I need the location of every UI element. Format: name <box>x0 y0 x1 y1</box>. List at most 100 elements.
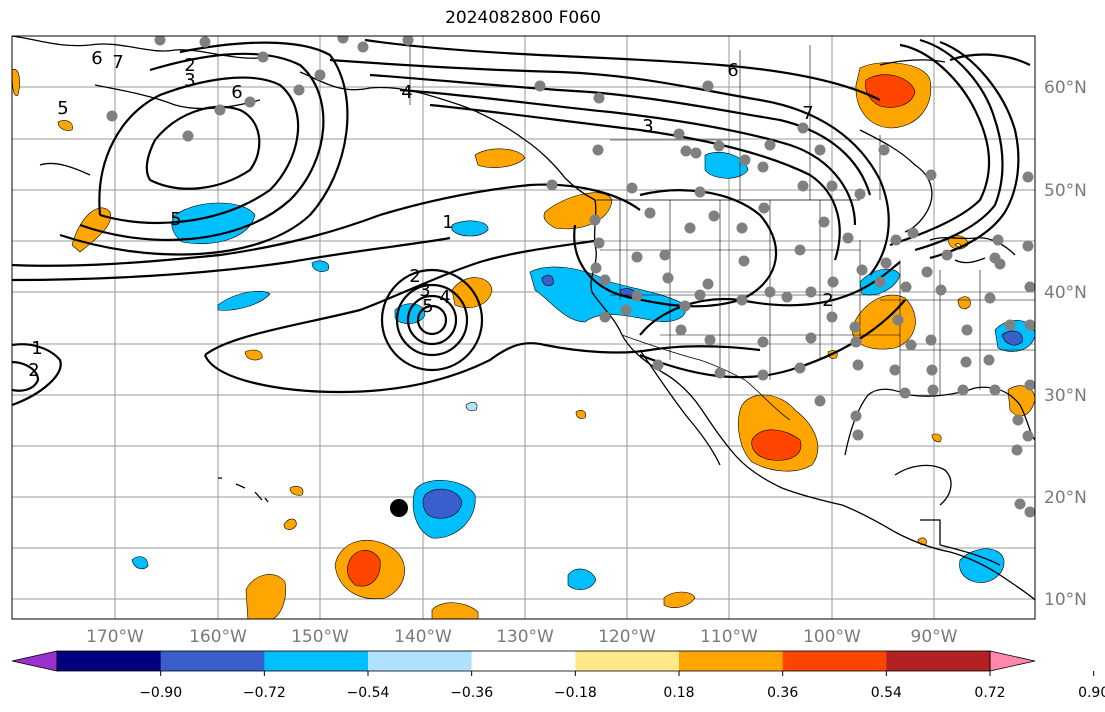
station-dot <box>593 92 605 104</box>
shade-positive <box>931 433 942 443</box>
station-dot <box>814 395 826 407</box>
station-dot <box>818 216 830 228</box>
station-dot <box>679 300 691 312</box>
station-dot <box>961 324 973 336</box>
station-dot <box>662 272 674 284</box>
station-dot <box>892 314 904 326</box>
colorbar-swatch <box>264 651 369 671</box>
shade-negative <box>704 151 749 179</box>
contour-label: 3 <box>419 280 430 301</box>
contour-label: 2 <box>409 266 420 287</box>
station-dot <box>702 80 714 92</box>
station-dot <box>534 80 546 92</box>
station-dot <box>1022 430 1034 442</box>
colorbar-swatch <box>886 651 991 671</box>
station-dot <box>680 145 692 157</box>
shade-positive <box>543 192 613 230</box>
map-frame <box>11 35 1036 620</box>
station-dot <box>739 154 751 166</box>
station-dot <box>856 264 868 276</box>
station-dot <box>631 251 643 263</box>
colorbar-extend-low <box>11 650 58 672</box>
station-dot <box>684 222 696 234</box>
colorbar-tick-label: 0.90 <box>1078 685 1105 701</box>
station-dot <box>757 369 769 381</box>
station-dot <box>589 214 601 226</box>
colorbar: −0.90 −0.72 −0.54 −0.36 −0.18 0.18 0.36 0.54 0.7… <box>11 650 1105 701</box>
station-dot <box>960 356 972 368</box>
station-dot <box>758 202 770 214</box>
contour-label: 1 <box>442 212 453 233</box>
station-dot <box>1024 379 1035 391</box>
contour-label: 7 <box>802 103 813 124</box>
station-dot <box>106 110 118 122</box>
station-dot <box>182 130 194 142</box>
station-dot <box>702 278 714 290</box>
longitude-label: 150°W <box>291 627 349 647</box>
colorbar-tick-label: −0.54 <box>347 685 390 701</box>
station-dot <box>764 139 776 151</box>
station-dot <box>1022 171 1034 183</box>
station-dot <box>708 210 720 222</box>
latitude-label: 10°N <box>1044 590 1087 610</box>
contour-label: 6 <box>727 60 738 81</box>
station-dot <box>989 384 1001 396</box>
station-dot <box>927 384 939 396</box>
latitude-label: 60°N <box>1044 78 1087 98</box>
contour-label: 2 <box>184 55 195 76</box>
station-dot <box>878 144 890 156</box>
station-dot <box>214 104 226 116</box>
contour-label: 2 <box>28 360 39 381</box>
station-dot <box>992 234 1004 246</box>
longitude-label: 100°W <box>803 627 861 647</box>
colorbar-tick-label: 0.36 <box>767 685 798 701</box>
longitude-label: 160°W <box>189 627 247 647</box>
contour-label: 6 <box>91 48 102 69</box>
station-dot <box>1011 444 1023 456</box>
colorbar-swatch <box>575 651 680 671</box>
station-dot <box>826 311 838 323</box>
shade-negative <box>311 260 330 272</box>
station-dot <box>1012 414 1024 426</box>
station-dot <box>1014 498 1026 510</box>
station-dot <box>907 227 919 239</box>
contour-label: 1 <box>31 338 42 359</box>
shade-negative <box>171 202 256 245</box>
latitude-labels: 60°N 50°N 40°N 30°N 20°N 10°N <box>1044 78 1087 610</box>
shade-strong-positive <box>751 429 802 461</box>
longitude-label: 90°W <box>911 627 958 647</box>
station-dot <box>1024 281 1035 293</box>
contour-label: 6 <box>231 82 242 103</box>
station-dot <box>257 51 269 63</box>
station-dot <box>337 36 349 44</box>
station-dot <box>314 69 326 81</box>
station-dot <box>794 244 806 256</box>
station-dot <box>1024 506 1035 518</box>
station-dot <box>1004 319 1016 331</box>
contour-label: 3 <box>642 116 653 137</box>
shade-positive <box>245 574 286 619</box>
contour-lines <box>12 38 1031 407</box>
colorbar-tick-label: 0.54 <box>871 685 902 701</box>
station-dot <box>905 339 917 351</box>
station-dot <box>694 186 706 198</box>
station-dot <box>850 410 862 422</box>
station-markers <box>106 36 1035 518</box>
shade-negative <box>567 568 597 590</box>
station-dot <box>1024 319 1035 331</box>
colorbar-tick-label: 0.18 <box>663 685 694 701</box>
shade-positive <box>575 410 587 419</box>
colorbar-swatch <box>368 651 473 671</box>
station-dot <box>849 321 861 333</box>
colorbar-tick-label: −0.36 <box>450 685 493 701</box>
colorbar-tick-label: −0.72 <box>243 685 286 701</box>
station-dot <box>599 274 611 286</box>
station-dot <box>675 324 687 336</box>
station-dot <box>984 292 996 304</box>
map-area <box>12 36 1035 619</box>
station-dot <box>826 180 838 192</box>
station-dot <box>293 84 305 96</box>
station-dot <box>890 234 902 246</box>
station-dot <box>805 286 817 298</box>
